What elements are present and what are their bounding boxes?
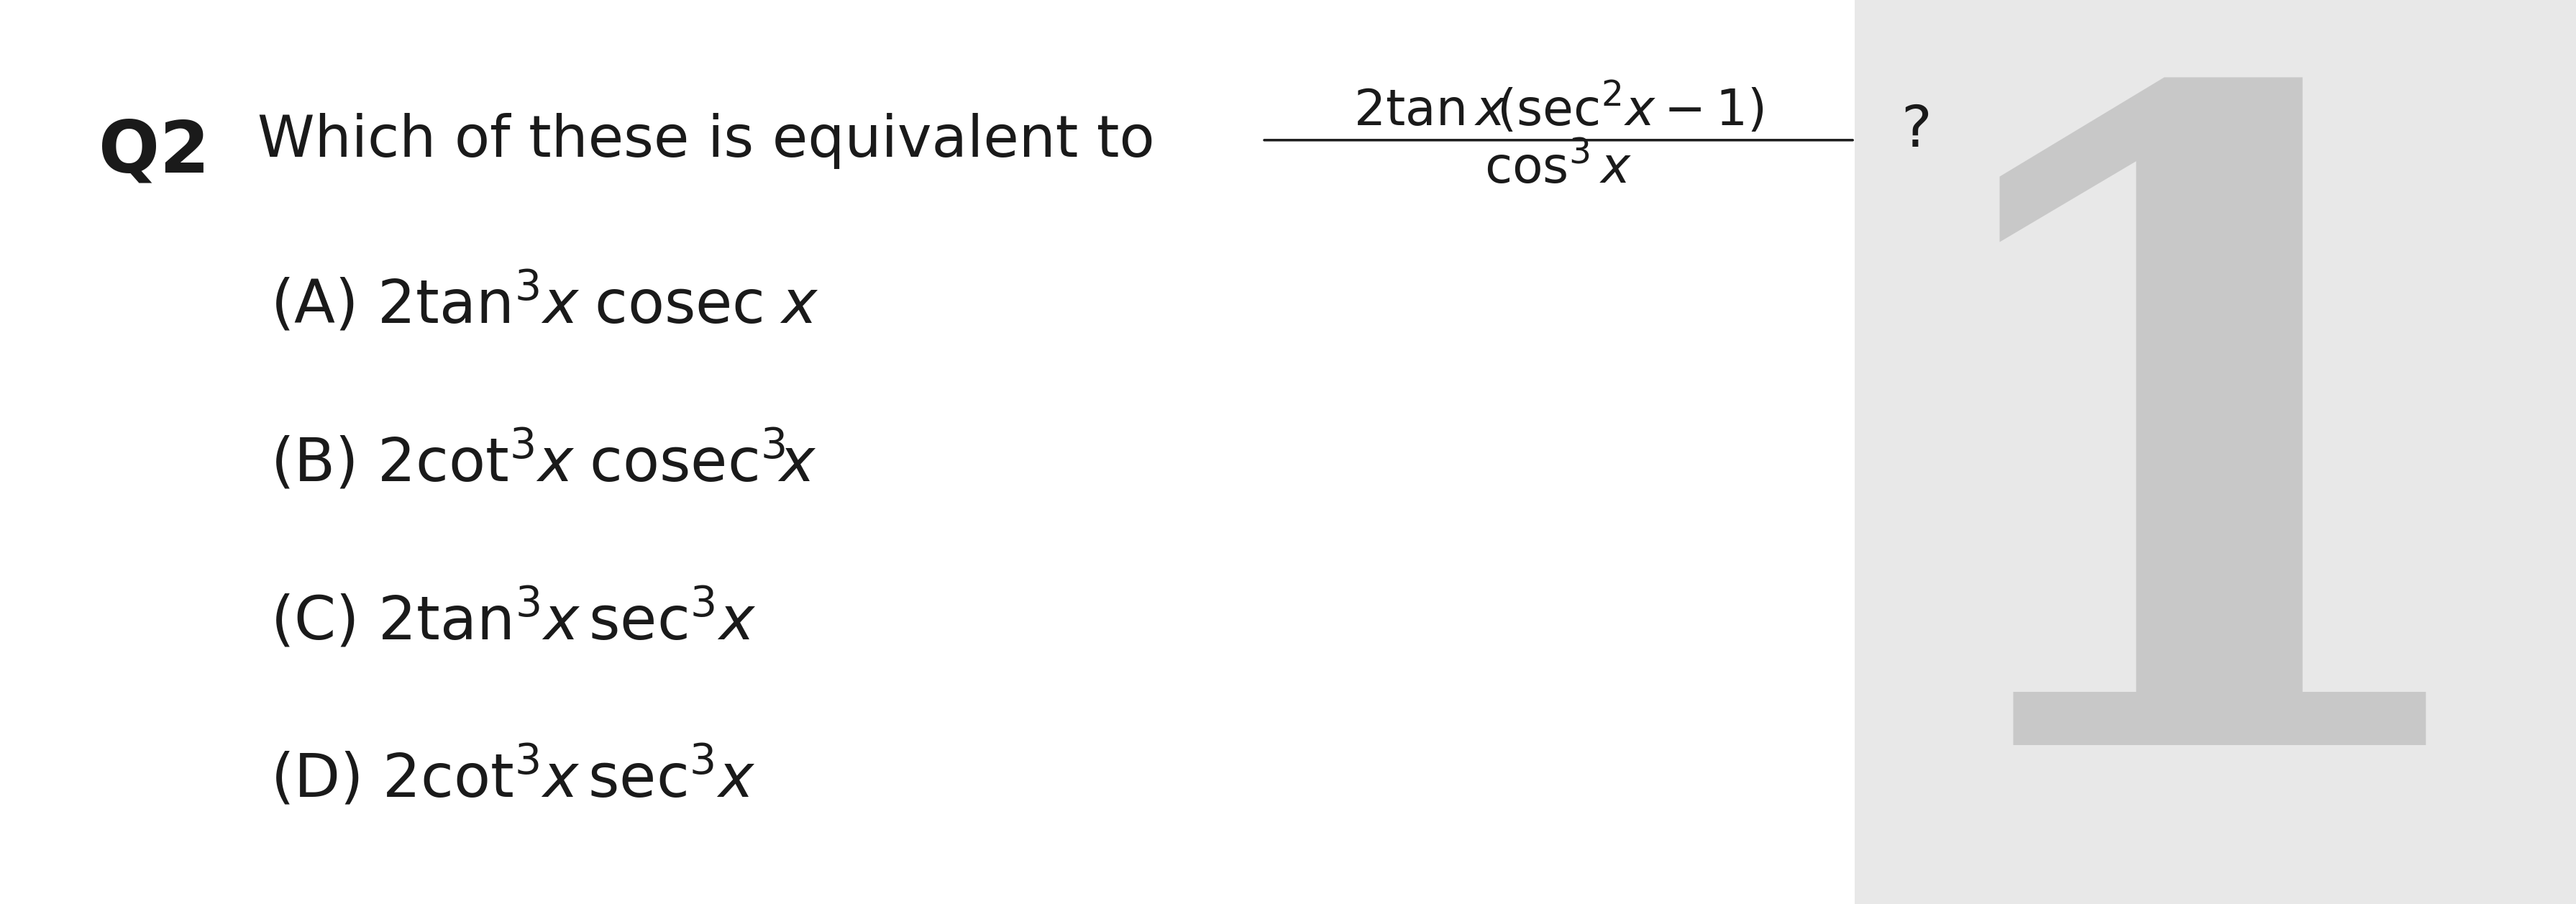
Text: $\mathbf{Q2}$: $\mathbf{Q2}$ <box>98 118 204 187</box>
FancyBboxPatch shape <box>0 0 1855 904</box>
Text: ?: ? <box>1901 103 1932 159</box>
Text: (C) $2\tan^3\!x\,\sec^3\!x$: (C) $2\tan^3\!x\,\sec^3\!x$ <box>270 587 757 652</box>
Text: $2\tan x\!\left(\sec^2\!x-1\right)$: $2\tan x\!\left(\sec^2\!x-1\right)$ <box>1352 80 1765 136</box>
Text: (D) $2\cot^3\!x\,\sec^3\!x$: (D) $2\cot^3\!x\,\sec^3\!x$ <box>270 745 755 810</box>
Text: 1: 1 <box>1891 62 2514 904</box>
Text: Which of these is equivalent to: Which of these is equivalent to <box>258 113 1154 169</box>
Text: $\cos^3 x$: $\cos^3 x$ <box>1484 145 1633 193</box>
Text: (B) $2\cot^3\!x\;\mathrm{cosec}^3\!x$: (B) $2\cot^3\!x\;\mathrm{cosec}^3\!x$ <box>270 428 817 494</box>
Text: (A) $2\tan^3\!x\;\mathrm{cosec}\;x$: (A) $2\tan^3\!x\;\mathrm{cosec}\;x$ <box>270 270 819 335</box>
